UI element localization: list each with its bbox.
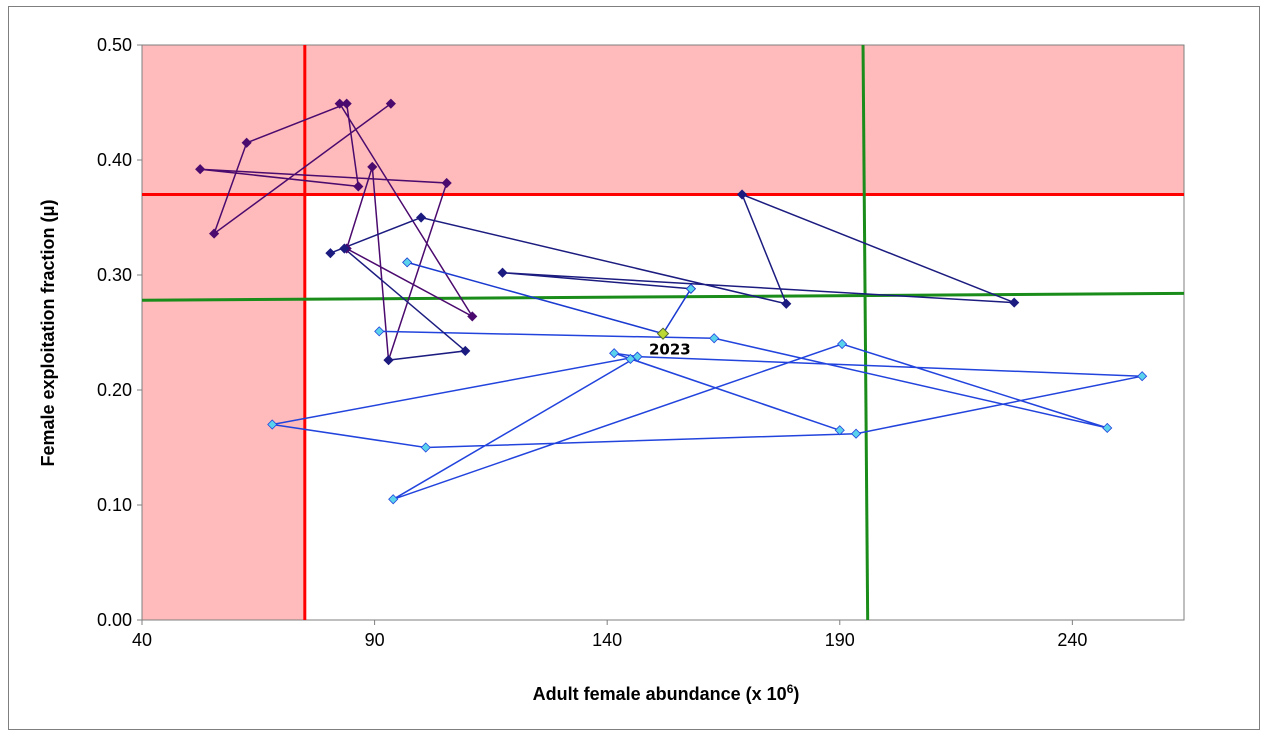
x-tick-label: 190 <box>825 630 855 650</box>
shaded-zone-0 <box>142 45 305 620</box>
data-series <box>195 98 1148 505</box>
data-point-1-1 <box>416 212 427 223</box>
data-point-3-7 <box>420 442 431 453</box>
x-tick-label: 240 <box>1057 630 1087 650</box>
axis-ticks: 40 90 140 190 240 0.00 0.10 0.20 0.30 0.40 0.50 <box>97 35 1087 650</box>
y-tick-label: 0.00 <box>97 610 132 630</box>
data-point-4-2 <box>383 355 394 366</box>
data-point-0-2 <box>241 137 252 148</box>
data-point-3-11 <box>609 348 620 359</box>
data-point-3-2 <box>1102 422 1113 434</box>
highlight-label: 2023 <box>649 341 691 359</box>
data-point-3-0 <box>374 326 385 337</box>
data-point-1-5 <box>497 267 508 278</box>
shaded-zone-1 <box>304 45 1184 195</box>
y-tick-label: 0.20 <box>97 380 132 400</box>
data-point-0-1 <box>209 228 220 239</box>
y-tick-label: 0.50 <box>97 35 132 55</box>
data-point-1-0 <box>325 248 336 259</box>
data-point-0-6 <box>441 177 452 189</box>
data-point-3-1 <box>709 333 720 344</box>
series-line-0 <box>200 102 475 361</box>
data-point-3-12 <box>834 425 845 436</box>
data-point-0-8 <box>367 161 378 172</box>
annotations: 2023 <box>649 327 691 359</box>
series-line-3 <box>272 330 1143 501</box>
data-point-3-6 <box>267 419 278 430</box>
y-tick-label: 0.40 <box>97 150 132 170</box>
highlight-point <box>656 327 670 340</box>
x-tick-label: 40 <box>132 630 152 650</box>
data-point-3-13 <box>625 353 636 365</box>
data-point-0-10 <box>467 311 478 322</box>
data-point-3-9 <box>1137 371 1148 382</box>
data-point-3-3 <box>837 338 848 350</box>
data-point-0-3 <box>341 98 352 109</box>
reference-lines <box>141 44 1185 621</box>
data-point-2-0 <box>402 257 413 268</box>
x-tick-label: 140 <box>592 630 622 650</box>
y-axis-title: Female exploitation fraction (μ) <box>38 199 58 466</box>
reference-line-3 <box>141 291 1185 302</box>
y-tick-label: 0.10 <box>97 495 132 515</box>
data-point-4-0 <box>339 243 350 254</box>
data-point-0-0 <box>385 98 396 109</box>
data-point-0-4 <box>353 181 364 192</box>
series-line-1 <box>330 193 1015 305</box>
reference-line-2 <box>861 44 870 621</box>
y-tick-label: 0.30 <box>97 265 132 285</box>
data-point-1-2 <box>781 298 792 309</box>
data-point-3-4 <box>388 494 399 505</box>
data-point-4-1 <box>460 345 471 356</box>
data-point-2-2 <box>685 283 696 294</box>
data-point-0-11 <box>334 98 345 109</box>
x-axis-title: Adult female abundance (x 106) <box>533 682 800 704</box>
shaded-zones <box>142 45 1184 620</box>
data-point-0-5 <box>195 164 206 175</box>
chart-frame <box>8 6 1260 730</box>
data-point-1-4 <box>1009 297 1020 308</box>
data-point-3-8 <box>850 428 862 439</box>
plot-area <box>141 44 1185 621</box>
data-point-1-3 <box>737 189 748 200</box>
series-line-4 <box>343 248 468 361</box>
x-tick-label: 90 <box>365 630 385 650</box>
